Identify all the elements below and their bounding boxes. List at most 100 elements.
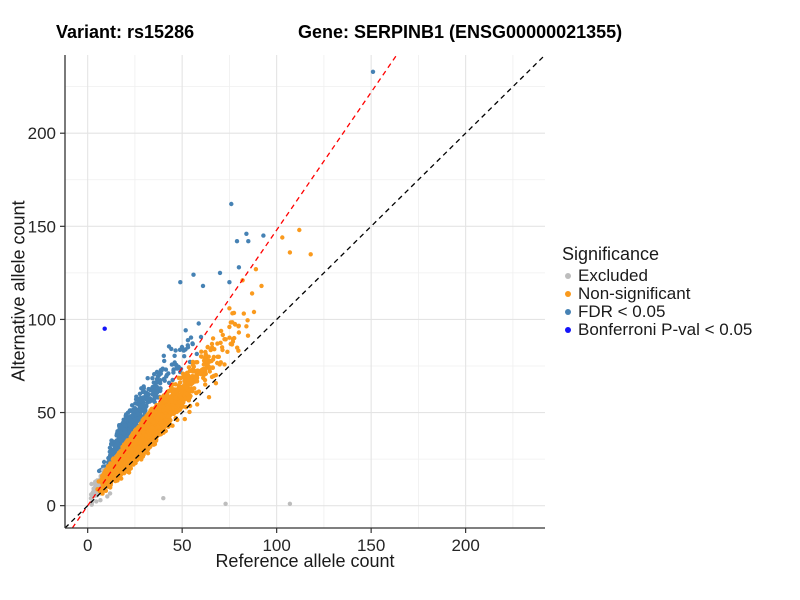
cloud-point-fdr [158, 378, 163, 383]
cloud-point-non_significant [125, 457, 131, 463]
cloud-point-fdr [130, 413, 135, 419]
cloud-point-fdr [185, 345, 191, 350]
cloud-point-non_significant [218, 340, 223, 345]
cloud-point-fdr [143, 405, 148, 410]
non-significant-point [287, 250, 293, 255]
cloud-point-non_significant [163, 398, 168, 403]
cloud-point-non_significant [182, 416, 187, 422]
cloud-point-fdr [166, 344, 172, 349]
cloud-point-fdr [107, 445, 113, 450]
cloud-point-fdr [134, 394, 139, 399]
cloud-point-non_significant [186, 396, 191, 401]
cloud-point-fdr [174, 365, 179, 370]
cloud-point-fdr [161, 353, 166, 358]
cloud-point-fdr [129, 403, 135, 408]
bonferroni-point [102, 326, 107, 331]
x-axis-title: Reference allele count [215, 551, 395, 571]
cloud-point-non_significant [222, 362, 227, 367]
cloud-point-non_significant [199, 349, 204, 354]
cloud-point-fdr [170, 377, 175, 383]
cloud-point-non_significant [195, 402, 200, 407]
cloud-point-non_significant [168, 410, 173, 416]
cloud-point-excluded [98, 498, 103, 503]
non-significant-point [308, 252, 313, 257]
fdr-point [191, 272, 196, 277]
cloud-point-fdr [166, 380, 172, 385]
cloud-point-fdr [181, 348, 187, 353]
y-tick-label: 50 [37, 404, 56, 423]
cloud-point-fdr [106, 455, 111, 461]
cloud-point-non_significant [177, 380, 183, 385]
cloud-point-non_significant [181, 400, 186, 405]
cloud-point-fdr [157, 372, 162, 377]
cloud-point-fdr [152, 372, 157, 377]
legend-item-label: Excluded [578, 266, 648, 285]
cloud-point-non_significant [210, 345, 215, 350]
cloud-point-fdr [183, 328, 188, 333]
cloud-point-non_significant [206, 395, 212, 400]
fdr-point [370, 69, 376, 75]
cloud-point-non_significant [199, 354, 204, 359]
cloud-point-non_significant [196, 389, 202, 394]
cloud-point-non_significant [227, 335, 232, 340]
cloud-point-fdr [171, 370, 176, 375]
cloud-point-non_significant [138, 439, 143, 445]
cloud-point-non_significant [203, 349, 208, 355]
cloud-point-non_significant [173, 382, 178, 387]
cloud-point-non_significant [205, 345, 210, 350]
cloud-point-non_significant [220, 332, 225, 338]
cloud-point-non_significant [174, 388, 179, 394]
cloud-point-excluded [89, 502, 94, 507]
cloud-point-fdr [146, 386, 151, 392]
cloud-point-non_significant [193, 360, 198, 365]
y-axis-title: Alternative allele count [8, 200, 29, 382]
cloud-point-non_significant [201, 362, 206, 367]
cloud-point-non_significant [213, 381, 219, 386]
cloud-point-fdr [122, 427, 127, 432]
y-tick-label: 100 [28, 310, 56, 329]
cloud-point-non_significant [151, 420, 156, 425]
cloud-point-fdr [150, 376, 155, 381]
cloud-point-fdr [150, 392, 155, 397]
cloud-point-non_significant [167, 388, 172, 394]
cloud-point-non_significant [120, 462, 125, 467]
legend-item-non-significant: Non-significant [562, 284, 752, 303]
cloud-point-non_significant [128, 466, 133, 471]
cloud-point-fdr [150, 388, 155, 393]
non-significant-point [227, 324, 232, 330]
bonferroni-swatch-icon [565, 327, 571, 333]
cloud-point-non_significant [108, 466, 113, 471]
cloud-point-fdr [196, 321, 201, 326]
cloud-point-fdr [109, 441, 114, 446]
cloud-point-fdr [151, 380, 156, 385]
cloud-point-non_significant [177, 407, 183, 412]
cloud-point-non_significant [170, 389, 175, 395]
cloud-point-fdr [135, 412, 140, 417]
fdr-point [229, 201, 234, 207]
cloud-point-fdr [185, 338, 191, 343]
cloud-point-fdr [109, 438, 114, 443]
cloud-point-fdr [137, 391, 143, 396]
cloud-point-non_significant [101, 483, 106, 488]
cloud-point-non_significant [103, 488, 109, 493]
cloud-point-non_significant [192, 386, 197, 391]
x-tick-label: 50 [173, 536, 192, 555]
cloud-point-non_significant [210, 357, 216, 362]
cloud-point-non_significant [236, 324, 241, 329]
fdr-point [244, 231, 249, 236]
cloud-point-non_significant [184, 391, 190, 397]
y-tick-label: 200 [28, 124, 56, 143]
cloud-point-non_significant [155, 415, 160, 421]
fdr-point [234, 239, 240, 244]
cloud-point-non_significant [170, 406, 175, 411]
cloud-point-non_significant [203, 382, 208, 387]
cloud-point-non_significant [120, 445, 126, 451]
non-significant-point [280, 235, 285, 240]
cloud-point-fdr [135, 416, 140, 421]
cloud-point-non_significant [213, 372, 219, 378]
cloud-point-fdr [161, 376, 167, 382]
cloud-point-fdr [173, 348, 178, 353]
cloud-point-fdr [141, 395, 146, 400]
